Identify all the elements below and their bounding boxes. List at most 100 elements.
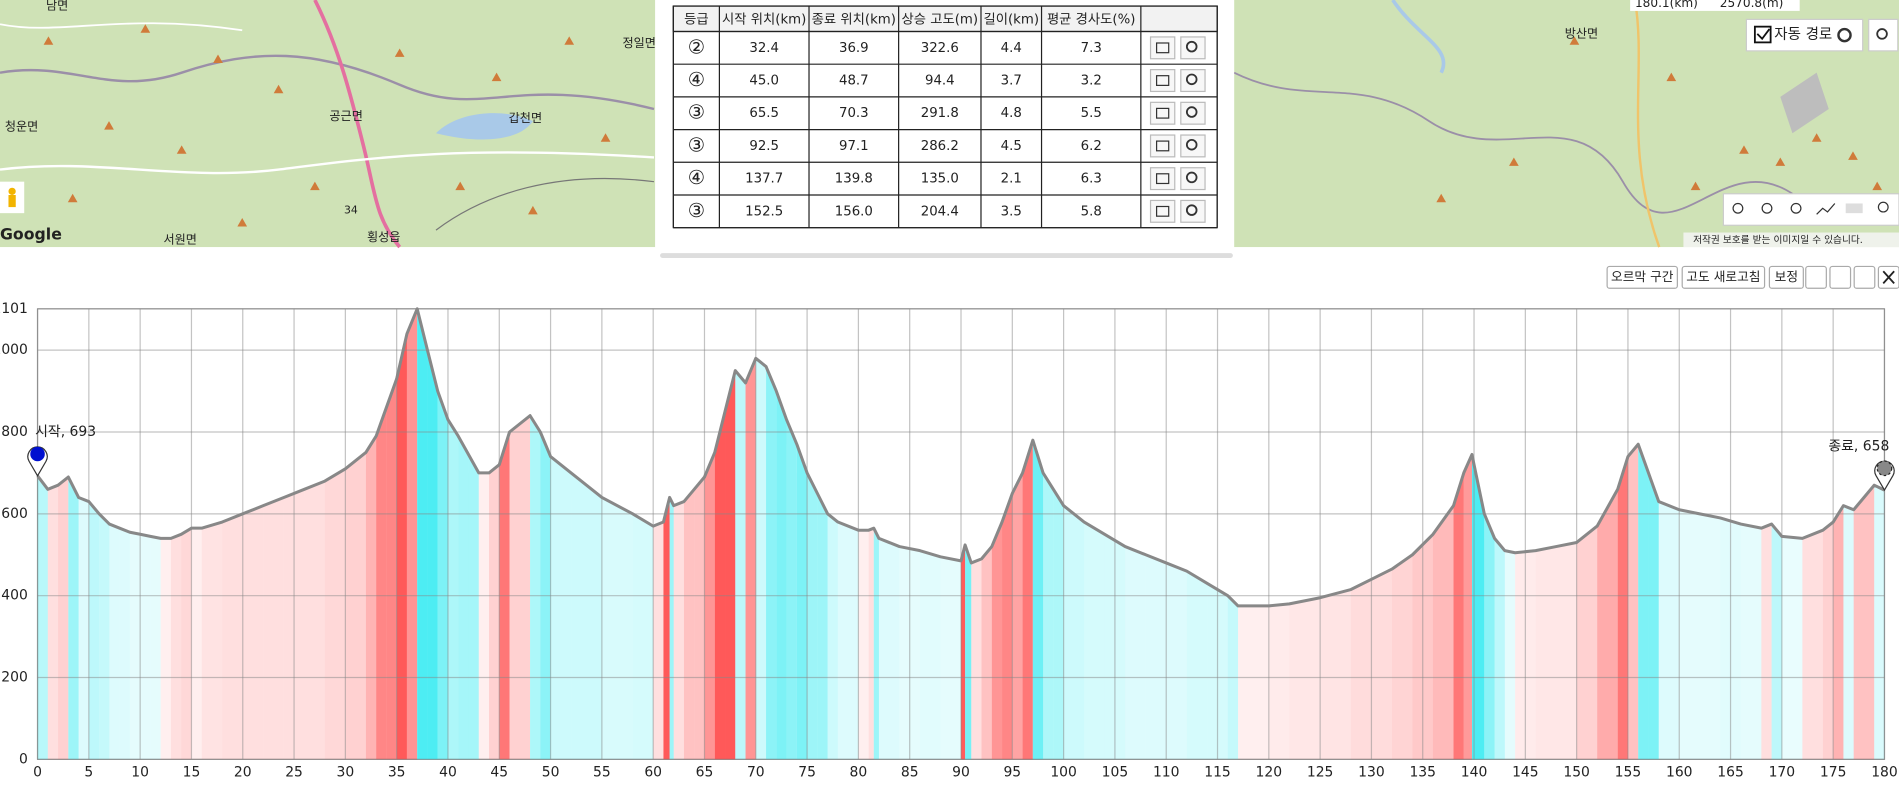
zoom-button[interactable] <box>1180 167 1206 191</box>
fit-button[interactable] <box>1149 101 1176 125</box>
table-cell: 5.5 <box>1081 106 1102 121</box>
grade-stripe <box>386 378 397 760</box>
toolbar-button[interactable] <box>1681 265 1766 289</box>
toolbar-button[interactable] <box>1768 265 1804 289</box>
grade-stripe <box>468 454 479 760</box>
fit-button[interactable] <box>1149 36 1176 60</box>
scrollbar[interactable] <box>660 253 1233 258</box>
y-tick-label: 200 <box>1 670 28 686</box>
x-tick-label: 45 <box>490 765 508 781</box>
table-cell: 36.9 <box>839 41 869 56</box>
map-right[interactable]: 방산면 180.1(km) 2570.8(m) 자동 경로 저작권 보호를 받는… <box>1233 0 1899 248</box>
grade-stripe <box>673 501 684 760</box>
fit-button[interactable] <box>1149 69 1176 93</box>
map-label: 갑천면 <box>509 110 542 125</box>
grade-stripe <box>140 534 151 760</box>
table-cell: 137.7 <box>745 172 783 187</box>
grade-stripe <box>694 477 705 760</box>
grade-stripe <box>1032 440 1044 760</box>
icon-button[interactable] <box>1805 265 1827 289</box>
x-tick-label: 130 <box>1358 765 1385 781</box>
grade-stripe <box>858 530 869 760</box>
table-cell: 3.2 <box>1081 74 1102 89</box>
grade: ② <box>688 35 705 58</box>
icon-button[interactable] <box>1853 265 1876 289</box>
grade-stripe <box>489 464 500 760</box>
grade-stripe <box>1535 546 1557 760</box>
grade-stripe <box>1063 505 1085 760</box>
grade-stripe <box>653 522 664 760</box>
grade-stripe <box>181 528 192 760</box>
table-header: 길이(km) <box>983 11 1039 27</box>
table-cell: 286.2 <box>921 139 959 154</box>
zoom-button[interactable] <box>1180 101 1206 125</box>
grade-stripe <box>119 528 130 760</box>
fit-icon <box>1155 205 1170 217</box>
table-cell: 32.4 <box>749 41 779 56</box>
map-label: 정일면 <box>623 36 656 50</box>
zoom-button[interactable] <box>1180 199 1206 223</box>
x-tick-label: 70 <box>747 765 765 781</box>
table-cell: 6.2 <box>1081 139 1102 154</box>
grade-stripe <box>1350 579 1372 760</box>
x-tick-label: 165 <box>1717 765 1744 781</box>
x-tick-label: 75 <box>798 765 816 781</box>
toolbar-button[interactable] <box>1606 265 1678 289</box>
grade-stripe <box>776 391 787 760</box>
grade-stripe <box>88 501 100 760</box>
grade-stripe <box>1043 472 1054 760</box>
fit-icon <box>1155 173 1170 185</box>
grade-stripe <box>1432 505 1454 760</box>
grade-stripe <box>160 538 171 760</box>
fit-button[interactable] <box>1149 167 1176 191</box>
x-tick-label: 110 <box>1153 765 1180 781</box>
grade-stripe <box>242 505 264 760</box>
grade: ③ <box>688 199 705 222</box>
table-cell: 6.3 <box>1081 172 1102 187</box>
table-cell: 48.7 <box>839 74 869 89</box>
x-tick-label: 20 <box>234 765 252 781</box>
zoom-icon <box>1185 73 1198 86</box>
x-tick-label: 55 <box>593 765 611 781</box>
grade-stripe <box>37 475 48 760</box>
zoom-button[interactable] <box>1180 134 1206 158</box>
fit-button[interactable] <box>1149 134 1176 158</box>
search-button[interactable] <box>1868 18 1899 52</box>
grade-stripe <box>530 415 541 760</box>
table-cell: 3.7 <box>1001 74 1022 89</box>
grade-stripe <box>1474 464 1485 760</box>
grade-stripe <box>766 366 777 760</box>
grade-stripe <box>376 407 387 760</box>
grade-stripe <box>601 497 633 760</box>
grade: ④ <box>688 166 705 189</box>
x-tick-label: 85 <box>901 765 919 781</box>
table-cell: 135.0 <box>921 172 959 187</box>
fit-button[interactable] <box>1149 199 1176 223</box>
x-tick-label: 125 <box>1307 765 1334 781</box>
toolbar-label: 오르막 구간 <box>1611 269 1674 284</box>
grade-stripe <box>1002 493 1013 760</box>
grade-stripe <box>1268 603 1290 760</box>
toolbar-label: 고도 새로고침 <box>1686 269 1760 284</box>
zoom-button[interactable] <box>1180 69 1206 93</box>
fit-icon <box>1155 140 1170 152</box>
icon-button[interactable] <box>1829 265 1852 289</box>
grade-stripe <box>1238 605 1269 760</box>
toolbar-label: 보정 <box>1775 269 1798 284</box>
grade-stripe <box>1761 524 1772 760</box>
grade-stripe <box>1463 454 1472 760</box>
copyright: 저작권 보호를 받는 이미지일 수 있습니다. <box>1693 234 1863 246</box>
map-tools[interactable] <box>1722 193 1899 226</box>
table-cell: 156.0 <box>835 204 873 219</box>
grade-stripe <box>304 481 325 760</box>
grade-stripe <box>1125 546 1146 760</box>
auto-route-label: 자동 경로 <box>1774 26 1832 43</box>
grade-stripe <box>150 536 161 760</box>
map-left[interactable]: 남면 청운면 공근면 갑천면 정일면 서원면 횡성읍 34 Google <box>0 0 656 249</box>
grade-stripe <box>1771 524 1782 760</box>
grade-stripe <box>109 524 120 760</box>
grade-stripe <box>669 497 674 760</box>
road-number: 34 <box>344 204 358 217</box>
grade-stripe <box>971 558 982 760</box>
zoom-button[interactable] <box>1180 36 1206 60</box>
